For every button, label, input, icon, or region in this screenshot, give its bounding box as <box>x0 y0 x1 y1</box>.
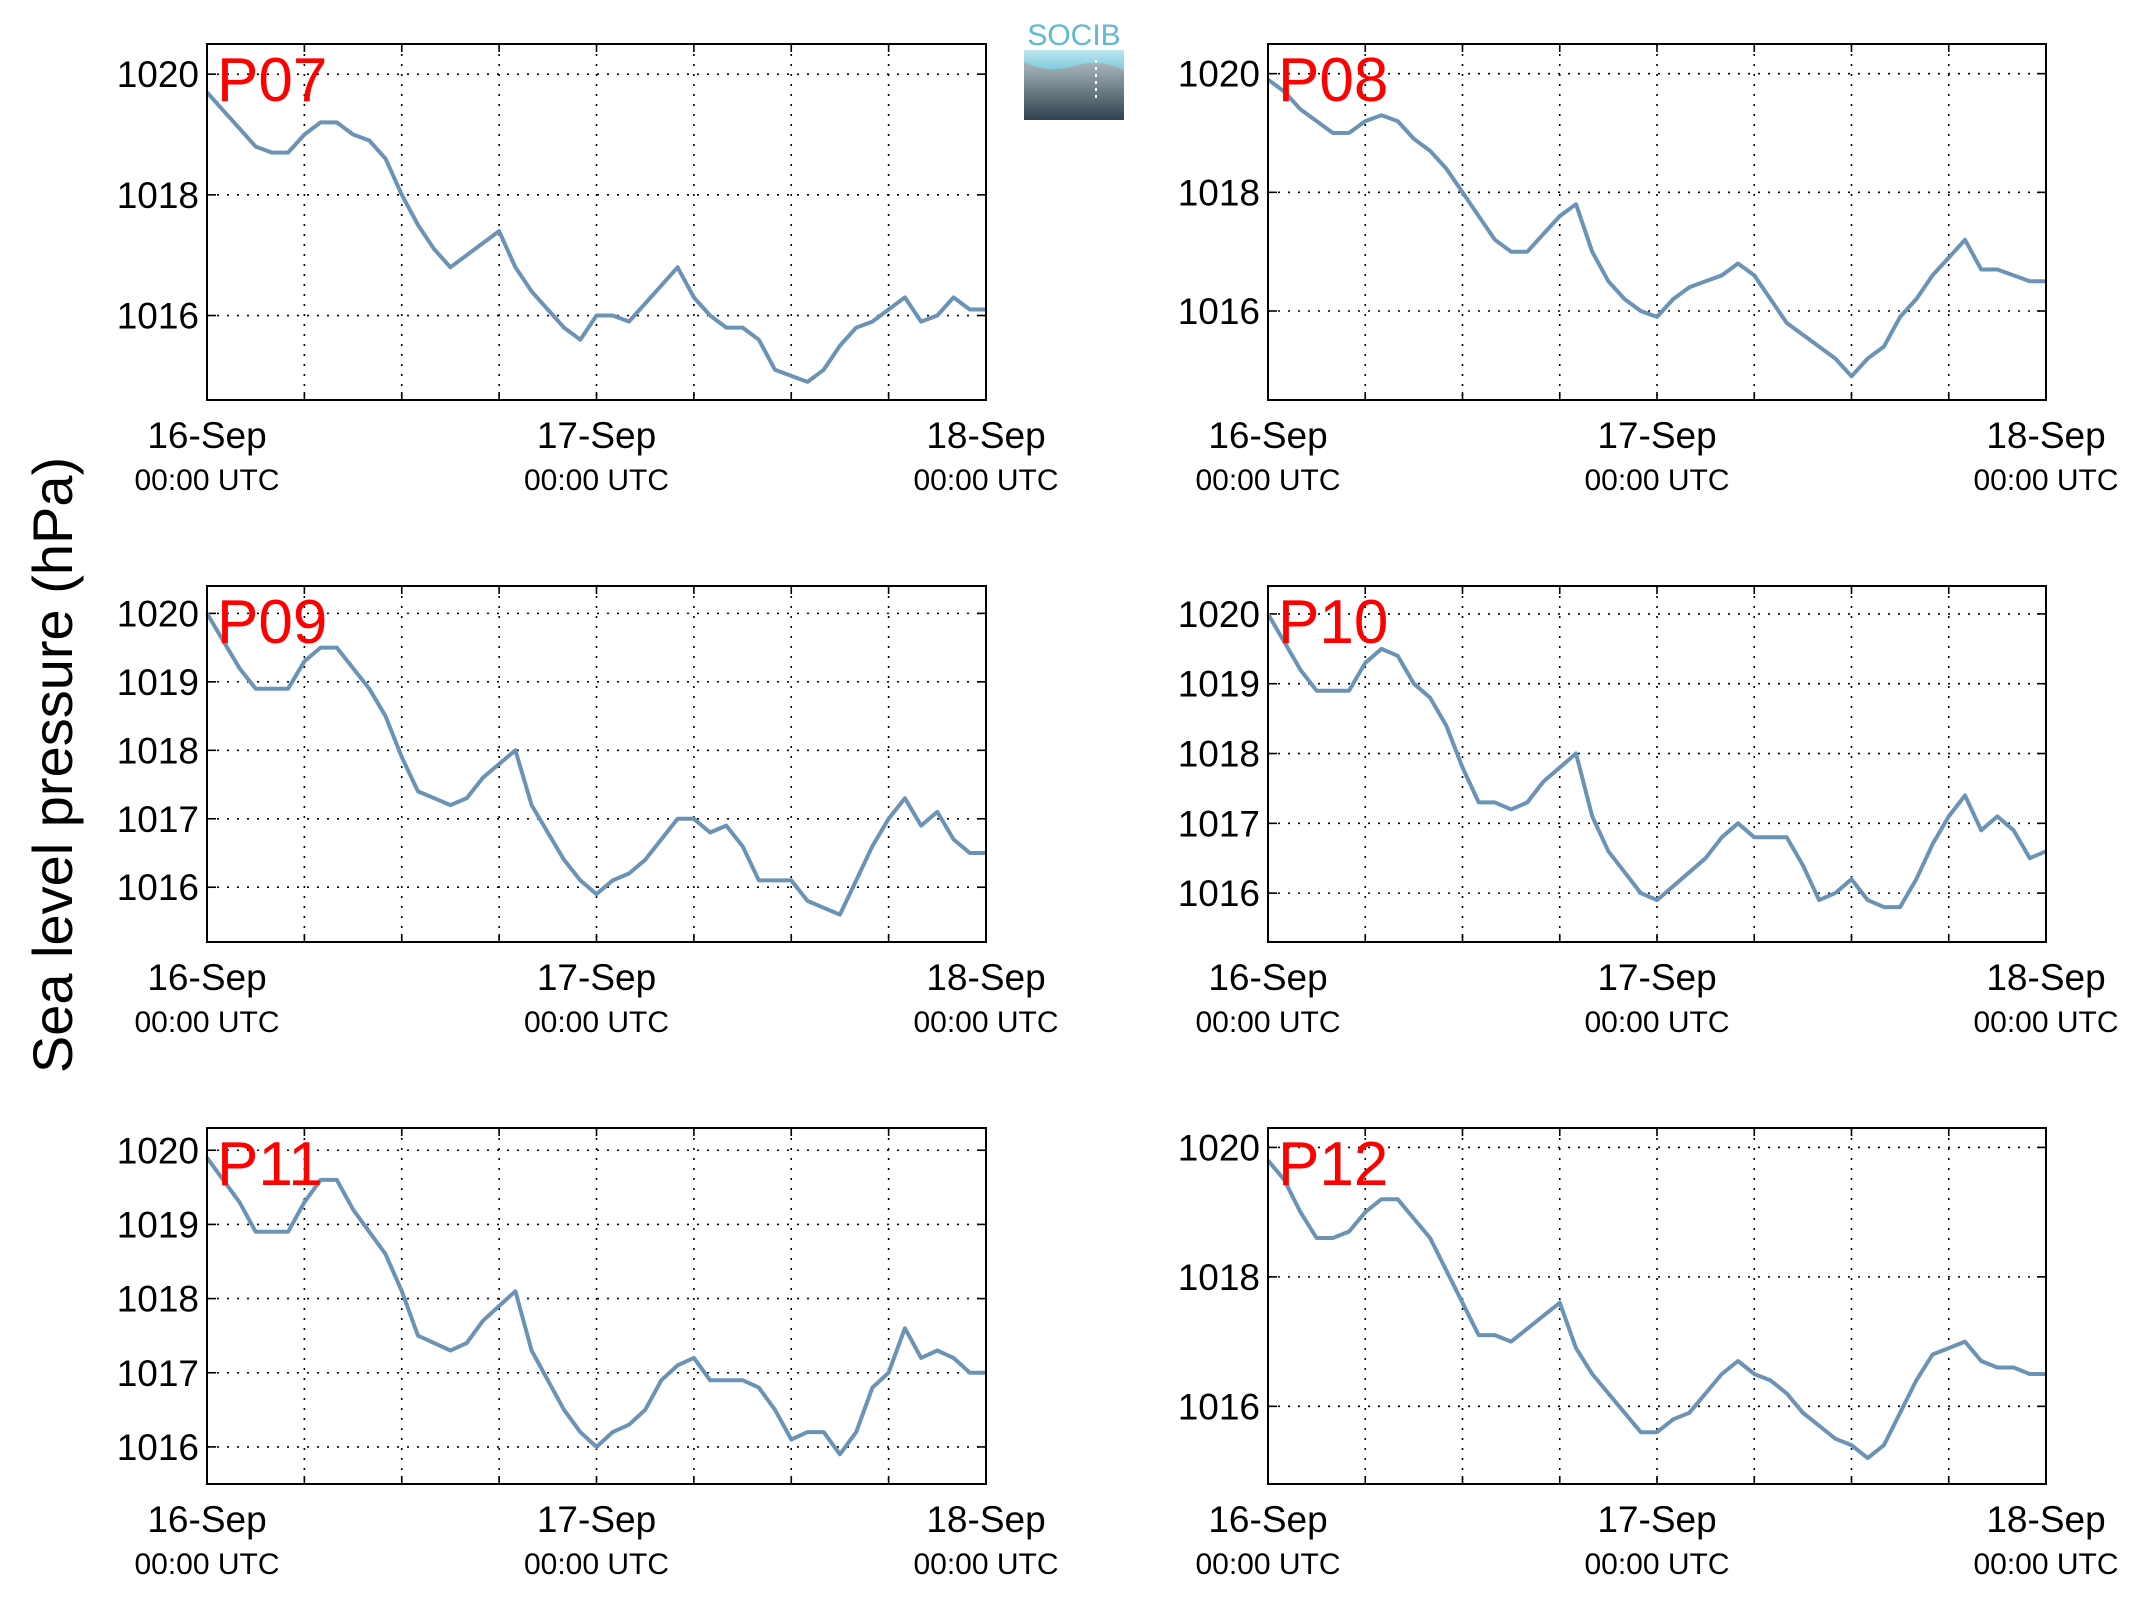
y-tick-label: 1016 <box>1178 291 1260 332</box>
x-tick-label-date: 18-Sep <box>1986 1499 2105 1540</box>
x-tick-label-date: 16-Sep <box>147 415 266 456</box>
x-tick-label-date: 16-Sep <box>1208 957 1327 998</box>
socib-logo: SOCIB <box>1024 19 1124 120</box>
y-tick-label: 1017 <box>117 1353 199 1394</box>
y-tick-label: 1020 <box>1178 1127 1260 1168</box>
series-line <box>205 612 986 917</box>
x-tick-label-time: 00:00 UTC <box>1584 1548 1729 1581</box>
axes-frame <box>1267 1127 2047 1485</box>
y-tick-label: 1018 <box>1178 172 1260 213</box>
x-tick-label-time: 00:00 UTC <box>1584 1006 1729 1039</box>
x-tick-label-time: 00:00 UTC <box>1195 464 1340 497</box>
x-tick-label-date: 16-Sep <box>147 957 266 998</box>
axes-frame <box>1267 585 2047 943</box>
y-tick-label: 1018 <box>1178 1257 1260 1298</box>
panel-p10: 1016 1017 1018 1019 1020 16-Sep 00:00 UTC 17-Se… <box>1178 585 2119 1039</box>
plot-area <box>1268 44 2046 400</box>
panel-p07: 1016 1018 1020 16-Sep 00:00 UTC 17-Sep 00:00 U… <box>117 43 1059 497</box>
x-tick-label-time: 00:00 UTC <box>1195 1006 1340 1039</box>
panel-label: P09 <box>217 588 327 657</box>
panel-p09: 1016 1017 1018 1019 1020 16-Sep 00:00 UTC 17-Se… <box>117 585 1059 1039</box>
series-line <box>205 90 986 384</box>
y-tick-label: 1016 <box>1178 1386 1260 1427</box>
plot-area <box>1268 1128 2046 1484</box>
y-tick-label: 1016 <box>1178 873 1260 914</box>
series-line <box>1266 1159 2046 1461</box>
x-tick-label-time: 00:00 UTC <box>1973 464 2118 497</box>
panel-label: P11 <box>217 1130 323 1199</box>
x-tick-label-time: 00:00 UTC <box>134 1006 279 1039</box>
series-line <box>1266 612 2047 910</box>
x-tick-label-date: 16-Sep <box>147 1499 266 1540</box>
panel-label: P07 <box>217 46 327 115</box>
x-tick-label-time: 00:00 UTC <box>913 1006 1058 1039</box>
y-axis-label: Sea level pressure (hPa) <box>21 457 84 1073</box>
y-tick-label: 1017 <box>1178 803 1260 844</box>
panel-p12: 1016 1018 1020 16-Sep 00:00 UTC 17-Sep 00:00 U… <box>1178 1127 2119 1581</box>
axes-frame <box>206 585 987 943</box>
y-tick-label: 1020 <box>117 54 199 95</box>
y-tick-label: 1016 <box>117 296 199 337</box>
y-tick-label: 1018 <box>117 1279 199 1320</box>
x-tick-label-date: 16-Sep <box>1208 1499 1327 1540</box>
x-tick-label-date: 17-Sep <box>1597 415 1716 456</box>
x-tick-label-date: 18-Sep <box>1986 957 2105 998</box>
x-tick-label-date: 18-Sep <box>926 415 1045 456</box>
y-tick-label: 1016 <box>117 867 199 908</box>
y-tick-label: 1017 <box>117 799 199 840</box>
plot-area <box>207 44 986 400</box>
series-line <box>205 1156 986 1457</box>
x-tick-label-time: 00:00 UTC <box>524 1006 669 1039</box>
x-tick-label-time: 00:00 UTC <box>134 464 279 497</box>
x-tick-label-time: 00:00 UTC <box>524 464 669 497</box>
y-tick-label: 1020 <box>117 1130 199 1171</box>
y-tick-label: 1019 <box>117 1204 199 1245</box>
x-tick-label-date: 17-Sep <box>537 957 656 998</box>
x-tick-label-date: 18-Sep <box>1986 415 2105 456</box>
panel-p08: 1016 1018 1020 16-Sep 00:00 UTC 17-Sep 00:00 U… <box>1178 43 2119 497</box>
y-tick-label: 1019 <box>117 662 199 703</box>
x-tick-label-time: 00:00 UTC <box>913 1548 1058 1581</box>
panel-label: P10 <box>1278 588 1388 657</box>
y-tick-label: 1020 <box>1178 594 1260 635</box>
y-tick-label: 1018 <box>117 175 199 216</box>
x-tick-label-date: 17-Sep <box>1597 957 1716 998</box>
x-tick-label-time: 00:00 UTC <box>1584 464 1729 497</box>
y-tick-label: 1020 <box>1178 54 1260 95</box>
x-tick-label-date: 17-Sep <box>537 1499 656 1540</box>
plot-area <box>207 1128 986 1484</box>
x-tick-label-time: 00:00 UTC <box>1195 1548 1340 1581</box>
series-line <box>1266 77 2046 379</box>
logo-text: SOCIB <box>1027 19 1120 52</box>
axes-frame <box>206 43 987 401</box>
x-tick-label-time: 00:00 UTC <box>913 464 1058 497</box>
y-tick-label: 1018 <box>1178 734 1260 775</box>
x-tick-label-date: 17-Sep <box>537 415 656 456</box>
panel-label: P12 <box>1278 1130 1388 1199</box>
x-tick-label-date: 16-Sep <box>1208 415 1327 456</box>
axes-frame <box>206 1127 987 1485</box>
x-tick-label-time: 00:00 UTC <box>1973 1006 2118 1039</box>
y-tick-label: 1020 <box>117 593 199 634</box>
axes-frame <box>1267 43 2047 401</box>
y-tick-label: 1016 <box>117 1427 199 1468</box>
x-tick-label-time: 00:00 UTC <box>524 1548 669 1581</box>
x-tick-label-date: 17-Sep <box>1597 1499 1716 1540</box>
y-tick-label: 1018 <box>117 730 199 771</box>
panel-label: P08 <box>1278 46 1388 115</box>
x-tick-label-time: 00:00 UTC <box>1973 1548 2118 1581</box>
x-tick-label-date: 18-Sep <box>926 1499 1045 1540</box>
panel-p11: 1016 1017 1018 1019 1020 16-Sep 00:00 UTC 17-Se… <box>117 1127 1059 1581</box>
y-tick-label: 1019 <box>1178 664 1260 705</box>
x-tick-label-date: 18-Sep <box>926 957 1045 998</box>
x-tick-label-time: 00:00 UTC <box>134 1548 279 1581</box>
